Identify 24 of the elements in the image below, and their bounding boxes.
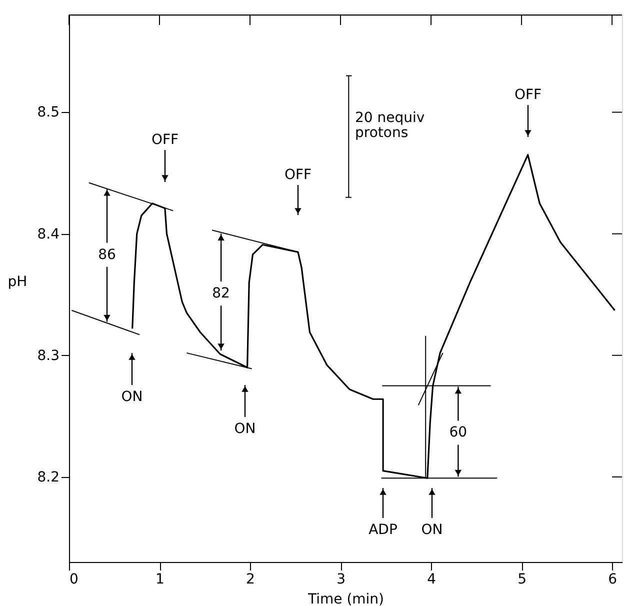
x-tick-label: 2 — [246, 572, 255, 588]
annotation: OFF — [151, 132, 179, 148]
annotation: 60 — [449, 424, 468, 441]
x-tick-label: 4 — [427, 572, 436, 588]
x-tick-label: 0 — [70, 572, 78, 588]
y-tick-label: 8.5 — [37, 104, 60, 121]
x-tick-label: 1 — [156, 572, 164, 588]
x-tick-label: 5 — [518, 572, 526, 588]
x-tick-label: 3 — [336, 572, 346, 588]
x-tick-label: 6 — [608, 572, 618, 588]
y-tick-label: 8.4 — [37, 226, 60, 242]
annotation: ON — [421, 522, 443, 538]
annotation: OFF — [514, 87, 542, 103]
annotation: ON — [234, 421, 256, 437]
y-axis-title: pH — [8, 274, 28, 290]
annotation: 20 nequiv protons — [355, 110, 425, 141]
annotation: ON — [121, 389, 143, 405]
x-axis-title: Time (min) — [306, 592, 384, 606]
annotation: OFF — [284, 167, 312, 183]
annotation: 82 — [212, 286, 230, 302]
annotation: ADP — [368, 522, 398, 538]
y-tick-label: 8.2 — [37, 469, 60, 486]
y-tick-label: 8.3 — [37, 348, 60, 364]
annotation: 86 — [98, 246, 116, 263]
